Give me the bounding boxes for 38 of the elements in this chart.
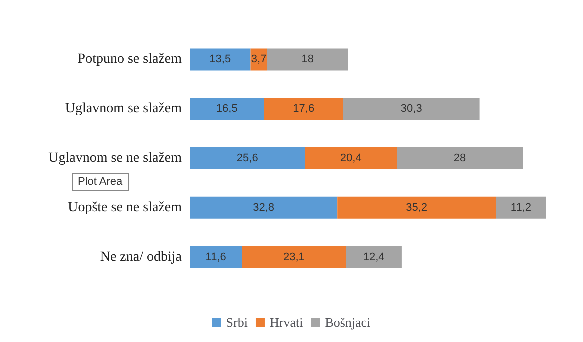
bar: [267, 48, 348, 71]
data-label: 25,6: [236, 152, 258, 164]
data-label: 30,3: [400, 103, 422, 116]
data-label: 35,2: [406, 202, 428, 214]
data-label: 20,4: [340, 152, 362, 164]
bar: [397, 148, 523, 170]
data-label: 11,6: [206, 251, 226, 264]
data-label: 17,6: [293, 103, 315, 116]
bar: [190, 246, 242, 268]
bar: [190, 98, 264, 120]
bar: [305, 148, 397, 170]
data-label: 16,5: [216, 103, 238, 116]
data-label: 28: [454, 152, 466, 164]
bar: [264, 98, 344, 120]
data-label: 12,4: [363, 251, 385, 264]
y-tick-label: Uglavnom se ne slažem: [48, 151, 182, 166]
bar: [496, 196, 546, 219]
y-tick-label: Uglavnom se slažem: [65, 102, 182, 117]
legend-label: Bošnjaci: [325, 315, 372, 330]
bar: [338, 196, 496, 219]
legend-label: Hrvati: [270, 315, 304, 330]
data-label: 18: [302, 54, 314, 66]
bar: [343, 98, 480, 120]
data-label: 3,7: [251, 54, 267, 66]
data-label: 13,5: [210, 54, 232, 66]
bar: [242, 246, 346, 268]
y-tick-label: Potpuno se slažem: [78, 52, 182, 68]
data-label: 11,2: [510, 202, 532, 214]
bar: [190, 196, 338, 219]
text: Plot Area: [72, 173, 129, 191]
bar: [346, 246, 402, 268]
bar: [190, 148, 306, 170]
y-tick-label: Ne zna/ odbija: [100, 250, 183, 265]
legend-label: Srbi: [226, 315, 248, 330]
data-label: 23,1: [283, 251, 305, 264]
data-label: 32,8: [253, 202, 275, 214]
bar: [190, 48, 251, 71]
y-tick-label: Uopšte se ne slažem: [68, 200, 182, 216]
